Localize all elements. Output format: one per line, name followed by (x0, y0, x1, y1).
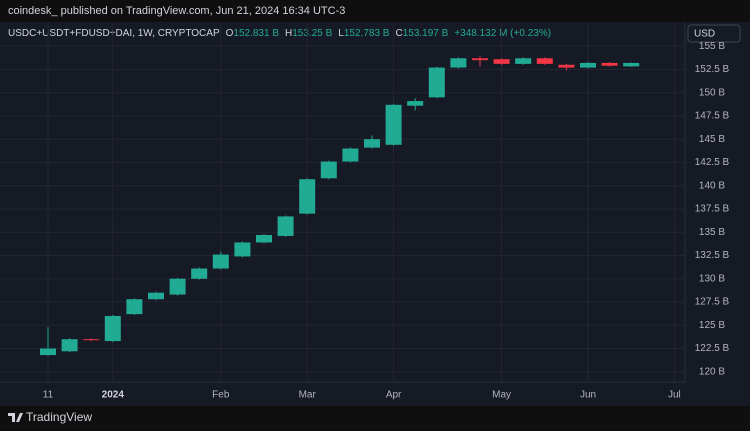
ohlc-value: 153.197 B (403, 28, 449, 39)
ohlc-label: L (338, 28, 344, 39)
x-tick-label: Jul (668, 390, 681, 401)
x-tick-label: 11 (43, 390, 54, 401)
y-tick-label: 125 B (699, 320, 725, 331)
candle-body (472, 58, 488, 61)
candle-body (515, 58, 532, 64)
ohlc-label: H (285, 28, 292, 39)
y-tick-label: 137.5 B (695, 204, 730, 215)
candle-body (493, 59, 510, 64)
y-tick-label: 132.5 B (695, 250, 730, 261)
currency[interactable]: USD (694, 29, 715, 40)
candle-body (558, 64, 575, 68)
candle-body (623, 62, 640, 67)
candle-body (407, 101, 424, 106)
candle-body (234, 242, 251, 257)
candle-body (169, 278, 186, 295)
candle-body (601, 62, 618, 66)
x-tick-label: Apr (386, 390, 402, 401)
candle-body (320, 161, 337, 179)
y-tick-label: 122.5 B (695, 343, 730, 354)
y-tick-label: 152.5 B (695, 64, 730, 75)
change: +348.132 M (+0.23%) (454, 28, 551, 39)
legend-text: USDC+USDT+FDUSD+DAI, 1W, CRYPTOCAP O152.8… (8, 28, 551, 39)
y-tick-label: 147.5 B (695, 111, 730, 122)
legend: USDC+USDT+FDUSD+DAI, 1W, CRYPTOCAP O152.8… (8, 28, 551, 39)
x-tick-label: Mar (299, 390, 317, 401)
candle-body (148, 292, 164, 300)
candle-body (536, 58, 553, 64)
tradingview-logo (8, 413, 23, 422)
candle-body (277, 216, 294, 236)
ohlc-value: 152.783 B (344, 28, 390, 39)
candle-body (428, 67, 445, 98)
candle-body (191, 268, 208, 279)
candle-body (212, 254, 229, 269)
y-tick-label: 127.5 B (695, 297, 730, 308)
candle-body (104, 315, 121, 342)
ohlc-value: 153.25 B (292, 28, 332, 39)
candle-body (385, 104, 402, 145)
y-tick-label: 155 B (699, 41, 725, 52)
candle-body (83, 339, 100, 341)
candle-body (580, 62, 596, 68)
ohlc-label: C (395, 28, 402, 39)
y-tick-label: 135 B (699, 227, 725, 238)
y-tick-label: 130 B (699, 273, 725, 284)
y-tick-label: 150 B (699, 87, 725, 98)
chart-panel (0, 22, 750, 406)
candle-body (61, 339, 78, 352)
candle-body (364, 139, 380, 148)
candle-body (256, 235, 272, 243)
x-tick-label: May (492, 390, 511, 401)
currency-box[interactable] (687, 24, 741, 43)
x-tick-label: 2024 (102, 390, 125, 401)
symbol: USDC+USDT+FDUSD+DAI, 1W, CRYPTOCAP (8, 28, 220, 39)
footer: TradingView (26, 410, 92, 424)
y-tick-label: 142.5 B (695, 157, 730, 168)
ohlc-value: 152.831 B (233, 28, 279, 39)
candle-body (40, 348, 56, 356)
y-tick-label: 120 B (699, 366, 725, 377)
x-tick-label: Jun (580, 390, 596, 401)
candle-body (126, 299, 143, 315)
y-tick-label: 145 B (699, 134, 725, 145)
y-tick-label: 140 B (699, 180, 725, 191)
candle-body (342, 148, 359, 162)
ohlc-label: O (226, 28, 234, 39)
candle-body (299, 179, 316, 214)
header: coindesk_ published on TradingView.com, … (8, 5, 345, 17)
candle-body (450, 58, 467, 68)
x-tick-label: Feb (212, 390, 230, 401)
